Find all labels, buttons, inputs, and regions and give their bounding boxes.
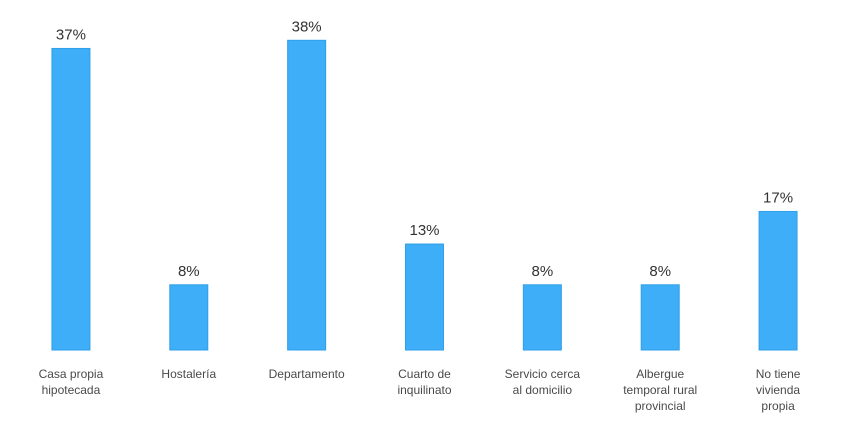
category-label-line: No tiene — [756, 367, 801, 381]
bar-3 — [287, 39, 327, 351]
bar-2 — [169, 284, 209, 351]
category-label-line: propia — [761, 399, 795, 413]
value-labels-group: 37% 8% 38% 13% 8% 8% 17% — [56, 18, 793, 280]
category-label-3: Departamento — [269, 367, 345, 381]
category-label-line: Albergue — [636, 367, 684, 381]
category-label-line: provincial — [635, 399, 686, 413]
category-label-line: Departamento — [269, 367, 345, 381]
category-label-5: Servicio cerca al domicilio — [505, 367, 581, 397]
category-label-line: temporal rural — [623, 383, 697, 397]
category-label-line: Cuarto de — [398, 367, 451, 381]
category-label-1: Casa propia hipotecada — [39, 367, 104, 397]
category-label-line: Hostalería — [161, 367, 216, 381]
value-label-7: 17% — [763, 189, 793, 206]
bar-5 — [522, 284, 562, 351]
bar-4 — [405, 243, 444, 351]
category-label-7: No tiene vivienda propia — [756, 367, 801, 413]
category-label-4: Cuarto de inquilinato — [397, 367, 451, 397]
category-label-line: hipotecada — [42, 383, 101, 397]
category-label-line: vivienda — [756, 383, 800, 397]
value-label-5: 8% — [532, 263, 554, 280]
bars-group — [51, 39, 798, 351]
category-label-line: al domicilio — [513, 383, 573, 397]
category-label-2: Hostalería — [161, 367, 216, 381]
value-label-4: 13% — [409, 222, 439, 239]
value-label-6: 8% — [649, 263, 671, 280]
value-label-1: 37% — [56, 26, 86, 43]
category-label-6: Albergue temporal rural provincial — [623, 367, 697, 413]
bar-7 — [758, 210, 798, 351]
category-label-line: Casa propia — [39, 367, 104, 381]
bar-6 — [640, 284, 680, 351]
value-label-2: 8% — [178, 263, 200, 280]
value-label-3: 38% — [292, 18, 322, 35]
category-labels-group: Casa propia hipotecada Hostalería Departame… — [39, 367, 801, 413]
category-label-line: Servicio cerca — [505, 367, 581, 381]
category-label-line: inquilinato — [397, 383, 451, 397]
bar-1 — [51, 47, 91, 351]
